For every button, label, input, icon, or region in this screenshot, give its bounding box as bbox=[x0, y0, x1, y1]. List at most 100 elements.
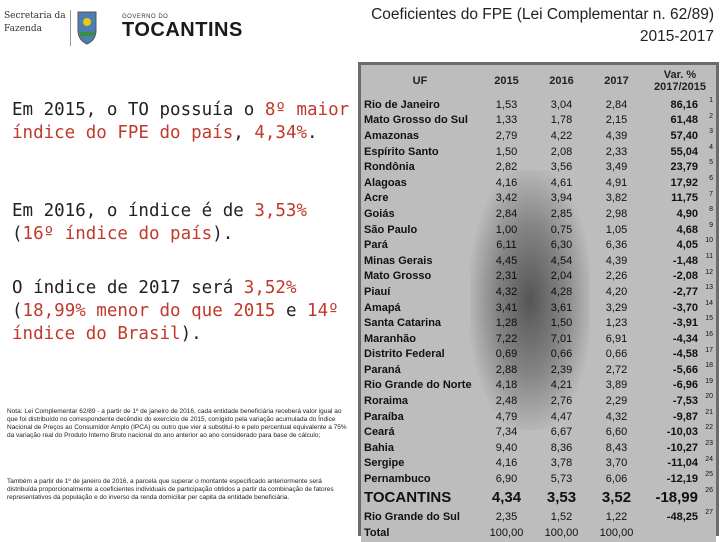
cell-2015: 7,22 bbox=[479, 330, 534, 347]
cell-2017: 1,05 bbox=[589, 221, 644, 238]
cell-uf: Piauí bbox=[361, 284, 479, 300]
table-row: Rio Grande do Norte 4,18 4,21 3,89 -6,96 19 bbox=[361, 377, 716, 394]
rank-number: 6 bbox=[709, 174, 713, 182]
var-value: -12,19 bbox=[666, 473, 698, 486]
cell-2017: 4,39 bbox=[589, 128, 644, 144]
cell-var: -1,48 11 bbox=[644, 252, 716, 269]
cell-2016: 2,85 bbox=[534, 206, 589, 222]
rank-number: 18 bbox=[705, 362, 713, 370]
cell-2016: 6,67 bbox=[534, 424, 589, 441]
cell-2017: 6,91 bbox=[589, 330, 644, 347]
table-row: Paraíba 4,79 4,47 4,32 -9,87 21 bbox=[361, 408, 716, 425]
cell-2016: 3,56 bbox=[534, 159, 589, 175]
cell-2015: 2,31 bbox=[479, 268, 534, 285]
cell-2017: 4,20 bbox=[589, 284, 644, 300]
p3-end: ). bbox=[180, 324, 202, 344]
cell-var: -3,70 14 bbox=[644, 299, 716, 316]
rank-number: 27 bbox=[705, 508, 713, 516]
rank-number: 7 bbox=[709, 190, 713, 198]
sec-line1: Secretaria da bbox=[4, 11, 66, 21]
coat-of-arms-icon bbox=[77, 11, 97, 45]
cell-2016: 1,78 bbox=[534, 112, 589, 129]
cell-var: -5,66 18 bbox=[644, 362, 716, 378]
rank-number: 15 bbox=[705, 315, 713, 323]
rank-number: 12 bbox=[705, 268, 713, 276]
p3-sep: ( bbox=[12, 301, 23, 321]
var-value: -48,25 bbox=[666, 510, 698, 523]
cell-var: -2,08 12 bbox=[644, 268, 716, 285]
rank-number: 1 bbox=[709, 97, 713, 104]
logos: Secretaria da Fazenda GOVERNO DO TOCANTI… bbox=[4, 6, 242, 52]
cell-var: 55,04 4 bbox=[644, 143, 716, 160]
sec-line2: Fazenda bbox=[4, 24, 42, 34]
cell-var: -10,27 23 bbox=[644, 440, 716, 456]
cell-2017: 0,66 bbox=[589, 346, 644, 363]
table-row: Acre 3,42 3,94 3,82 11,75 7 bbox=[361, 190, 716, 207]
table-row: Rio Grande do Sul 2,35 1,52 1,22 -48,25 27 bbox=[361, 508, 716, 525]
p3-highlight-change: 18,99% menor do que 2015 bbox=[22, 301, 276, 321]
total-row: Total 100,00 100,00 100,00 bbox=[361, 524, 716, 542]
rank-number: 13 bbox=[705, 284, 713, 292]
var-value: -3,70 bbox=[672, 301, 698, 314]
cell-var: -4,34 16 bbox=[644, 330, 716, 347]
var-value: -2,77 bbox=[672, 285, 698, 298]
cell-uf: Rio Grande do Norte bbox=[361, 377, 479, 394]
var-value: -18,99 bbox=[655, 489, 698, 507]
cell-2017: 2,26 bbox=[589, 268, 644, 285]
cell-2015: 1,00 bbox=[479, 221, 534, 238]
cell-uf: Santa Catarina bbox=[361, 315, 479, 331]
table-row: Distrito Federal 0,69 0,66 0,66 -4,58 17 bbox=[361, 346, 716, 363]
cell-var: 4,90 8 bbox=[644, 206, 716, 222]
cell-var: 17,92 6 bbox=[644, 174, 716, 191]
var-value: 86,16 bbox=[670, 98, 698, 111]
cell-2015: 4,18 bbox=[479, 377, 534, 394]
var-value: 57,40 bbox=[670, 129, 698, 142]
cell-2015: 2,88 bbox=[479, 362, 534, 378]
page-title: Coeficientes do FPE (Lei Complementar n.… bbox=[371, 4, 714, 48]
header-2017: 2017 bbox=[589, 65, 644, 97]
var-value: -5,66 bbox=[672, 363, 698, 376]
cell-2017: 6,60 bbox=[589, 424, 644, 441]
title-line2: 2015-2017 bbox=[639, 28, 714, 45]
cell-2017: 6,06 bbox=[589, 471, 644, 487]
cell-2017: 6,36 bbox=[589, 237, 644, 253]
rank-number: 19 bbox=[705, 377, 713, 385]
cell-2017: 4,32 bbox=[589, 408, 644, 425]
cell-uf: Distrito Federal bbox=[361, 346, 479, 363]
cell-var: -7,53 20 bbox=[644, 393, 716, 409]
p2-end: ). bbox=[212, 224, 234, 244]
cell-2017: 3,52 bbox=[589, 486, 644, 509]
cell-2016: 8,36 bbox=[534, 440, 589, 456]
cell-uf: Alagoas bbox=[361, 174, 479, 191]
cell-uf: Ceará bbox=[361, 424, 479, 441]
cell-2015: 1,53 bbox=[479, 97, 534, 113]
cell-uf: Amapá bbox=[361, 299, 479, 316]
cell-2016: 4,22 bbox=[534, 128, 589, 144]
cell-2016: 3,78 bbox=[534, 455, 589, 472]
p3-sep2: e bbox=[275, 301, 308, 321]
cell-2015: 4,32 bbox=[479, 284, 534, 300]
cell-uf: Paraíba bbox=[361, 408, 479, 425]
paragraph-2015: Em 2015, o TO possuía o 8º maior índice … bbox=[12, 99, 352, 145]
cell-2017: 2,84 bbox=[589, 97, 644, 113]
cell-2016: 4,61 bbox=[534, 174, 589, 191]
rank-number: 17 bbox=[705, 346, 713, 354]
cell-uf: Pará bbox=[361, 237, 479, 253]
rank-number: 24 bbox=[705, 455, 713, 463]
var-value: 11,75 bbox=[671, 192, 698, 205]
cell-2016: 3,53 bbox=[534, 486, 589, 509]
p2-text: Em 2016, o índice é de bbox=[12, 201, 255, 221]
rank-number: 11 bbox=[705, 252, 713, 260]
table-row: Ceará 7,34 6,67 6,60 -10,03 22 bbox=[361, 424, 716, 441]
cell-uf: Espírito Santo bbox=[361, 143, 479, 160]
p1-highlight-rank: 8º maior índice do FPE do país bbox=[12, 100, 350, 143]
cell-2015: 4,34 bbox=[479, 486, 534, 509]
cell-2015: 7,34 bbox=[479, 424, 534, 441]
cell-2016: 3,94 bbox=[534, 190, 589, 207]
cell-uf: TOCANTINS bbox=[361, 486, 479, 509]
paragraph-2017: O índice de 2017 será 3,52% (18,99% meno… bbox=[12, 277, 352, 346]
var-value: -4,58 bbox=[672, 348, 698, 361]
cell-var: -2,77 13 bbox=[644, 284, 716, 300]
cell-uf: Goiás bbox=[361, 206, 479, 222]
p1-sep: , bbox=[233, 123, 255, 143]
